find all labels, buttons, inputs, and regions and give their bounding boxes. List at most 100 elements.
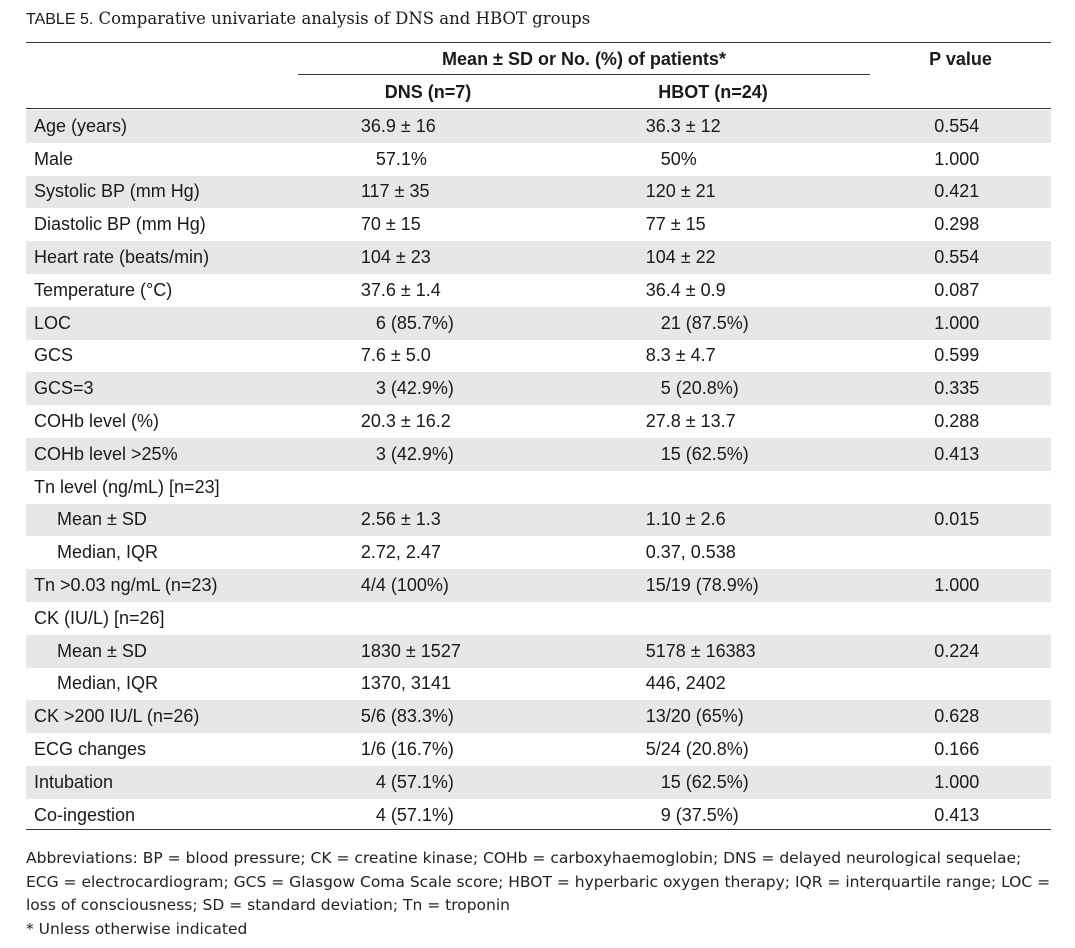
- row-label: Age (years): [26, 110, 281, 143]
- abbreviations-text: Abbreviations: BP = blood pressure; CK =…: [26, 849, 1051, 914]
- dns-value: 6 (85.7%): [280, 306, 576, 340]
- dns-value: 2.72, 2.47: [360, 542, 441, 563]
- p-value: 1.000: [866, 306, 1051, 340]
- table-row: COHb level (%) 20.3 ± 16.2 27.8 ± 13.7 0.28…: [26, 405, 1051, 438]
- pvalue-header: P value: [929, 49, 992, 69]
- row-label: Co-ingestion: [34, 804, 136, 825]
- p-value: [866, 536, 1051, 569]
- dns-value: 20.3 ± 16.2: [360, 411, 451, 432]
- dns-value: 4 (57.1%): [375, 804, 454, 825]
- hbot-value: 77 ± 15: [645, 214, 706, 235]
- dns-value: 5/6 (83.3%): [280, 700, 576, 734]
- hbot-value: 9 (37.5%): [660, 804, 739, 825]
- p-value: 0.554: [866, 110, 1051, 143]
- dns-value: 7.6 ± 5.0: [360, 345, 431, 366]
- table-row: GCS=3 3 (42.9%) 5 (20.8%) 0.335: [26, 372, 1051, 406]
- p-value: 0.335: [866, 372, 1051, 406]
- hbot-value: [576, 602, 867, 635]
- hbot-value: 27.8 ± 13.7: [645, 411, 736, 432]
- table-row: Intubation 4 (57.1%) 15 (62.5%) 1.000: [26, 765, 1051, 799]
- table-row: GCS 7.6 ± 5.0 8.3 ± 4.7 0.599: [26, 340, 1051, 373]
- table-row: Tn >0.03 ng/mL (n=23) 4/4 (100%) 15/19 (78…: [26, 569, 1051, 602]
- table-row: LOC 6 (85.7%) 21 (87.5%) 1.000: [26, 306, 1051, 340]
- table-row: Mean ± SD 1830 ± 1527 5178 ± 16383 0.224: [26, 634, 1051, 668]
- dns-value: 4 (57.1%): [280, 765, 576, 799]
- row-label: Intubation: [26, 765, 281, 799]
- table-row: Male 57.1% 50% 1.000: [26, 143, 1051, 176]
- hbot-value: 13/20 (65%): [575, 700, 867, 734]
- table-caption: TABLE 5. Comparative univariate analysis…: [26, 9, 590, 29]
- table-row: CK >200 IU/L (n=26) 5/6 (83.3%) 13/20 (65%…: [26, 700, 1051, 734]
- p-value: 0.421: [866, 175, 1051, 209]
- header-rule: [26, 108, 1051, 109]
- table-row: CK (IU/L) [n=26]: [26, 602, 1051, 635]
- dns-value: [281, 602, 576, 635]
- group-header: Mean ± SD or No. (%) of patients*: [442, 49, 726, 69]
- hbot-value: 15 (62.5%): [575, 765, 867, 799]
- row-label: Tn level (ng/mL) [n=23]: [34, 476, 220, 497]
- row-label: Diastolic BP (mm Hg): [34, 214, 206, 235]
- table-row: ECG changes 1/6 (16.7%) 5/24 (20.8%) 0.166: [26, 733, 1051, 766]
- data-table: Age (years) 36.9 ± 16 36.3 ± 12 0.554 Male 57…: [26, 110, 1051, 832]
- table-row: Heart rate (beats/min) 104 ± 23 104 ± 22 0.…: [26, 241, 1051, 274]
- hbot-value: 0.37, 0.538: [645, 542, 736, 563]
- bottom-rule: [26, 829, 1051, 830]
- hbot-value: 15 (62.5%): [575, 437, 867, 471]
- dns-value: 1830 ± 1527: [280, 634, 576, 668]
- dns-header: DNS (n=7): [384, 82, 472, 102]
- p-value: 0.628: [866, 700, 1051, 734]
- row-label: CK >200 IU/L (n=26): [26, 700, 281, 734]
- hbot-value: 104 ± 22: [575, 241, 867, 274]
- hbot-value: 446, 2402: [645, 673, 726, 694]
- dns-value: 4/4 (100%): [280, 569, 576, 602]
- hbot-value: [576, 471, 867, 504]
- p-value: 0.087: [934, 279, 980, 300]
- hbot-value: 50%: [660, 148, 697, 169]
- table-row: Age (years) 36.9 ± 16 36.3 ± 12 0.554: [26, 110, 1051, 143]
- p-value: 0.554: [866, 241, 1051, 274]
- p-value: 0.413: [866, 437, 1051, 471]
- hbot-value: 15/19 (78.9%): [575, 569, 867, 602]
- footnote: Abbreviations: BP = blood pressure; CK =…: [26, 847, 1051, 941]
- p-value: 1.000: [866, 569, 1051, 602]
- hbot-value: 5 (20.8%): [575, 372, 867, 406]
- row-label: Male: [34, 148, 74, 169]
- p-value: [866, 602, 1051, 635]
- row-label: CK (IU/L) [n=26]: [34, 607, 165, 628]
- row-label: Median, IQR: [57, 542, 159, 563]
- table-row: Tn level (ng/mL) [n=23]: [26, 471, 1051, 504]
- hbot-value: 1.10 ± 2.6: [575, 503, 867, 537]
- row-label: LOC: [26, 306, 281, 340]
- p-value: 0.413: [934, 804, 980, 825]
- table-row: COHb level >25% 3 (42.9%) 15 (62.5%) 0.413: [26, 437, 1051, 471]
- asterisk-note: * Unless otherwise indicated: [26, 919, 248, 938]
- table-row: Diastolic BP (mm Hg) 70 ± 15 77 ± 15 0.298: [26, 208, 1051, 241]
- dns-value: 57.1%: [375, 148, 427, 169]
- dns-value: 117 ± 35: [280, 175, 576, 209]
- p-value: 0.015: [866, 503, 1051, 537]
- top-rule: [26, 42, 1051, 43]
- hbot-value: 5178 ± 16383: [575, 634, 867, 668]
- hbot-value: 21 (87.5%): [575, 306, 867, 340]
- dns-value: 1370, 3141: [360, 673, 451, 694]
- table-row: Co-ingestion 4 (57.1%) 9 (37.5%) 0.413: [26, 799, 1051, 832]
- row-label: COHb level >25%: [26, 437, 281, 471]
- row-label: Heart rate (beats/min): [26, 241, 281, 274]
- row-label: Mean ± SD: [26, 634, 281, 668]
- hbot-header: HBOT (n=24): [658, 82, 768, 102]
- row-label: Median, IQR: [57, 673, 159, 694]
- row-label: Temperature (°C): [34, 279, 173, 300]
- dns-value: 1/6 (16.7%): [360, 739, 454, 760]
- dns-value: 104 ± 23: [280, 241, 576, 274]
- table-row: Temperature (°C) 37.6 ± 1.4 36.4 ± 0.9 0.08…: [26, 274, 1051, 307]
- p-value: 0.599: [934, 345, 980, 366]
- table-row: Median, IQR 1370, 3141 446, 2402: [26, 668, 1051, 701]
- table-row: Mean ± SD 2.56 ± 1.3 1.10 ± 2.6 0.015: [26, 503, 1051, 537]
- row-label: GCS=3: [26, 372, 281, 406]
- dns-value: 3 (42.9%): [280, 437, 576, 471]
- hbot-value: 36.3 ± 12: [575, 110, 867, 143]
- p-value: 0.298: [934, 214, 980, 235]
- row-label: ECG changes: [34, 739, 147, 760]
- dns-value: 70 ± 15: [360, 214, 421, 235]
- row-label: Tn >0.03 ng/mL (n=23): [26, 569, 281, 602]
